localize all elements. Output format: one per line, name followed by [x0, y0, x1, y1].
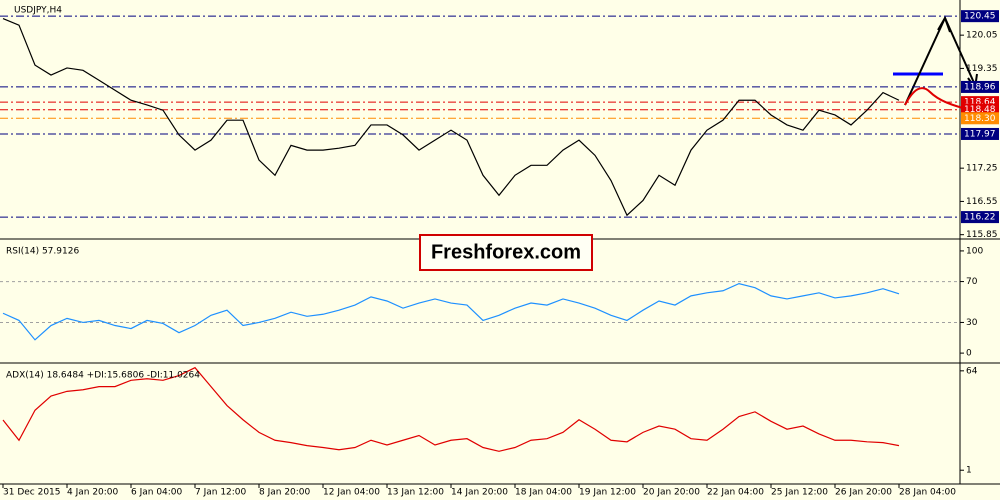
panel-title: USDJPY,H4: [14, 6, 62, 16]
x-tick-label: 20 Jan 20:00: [643, 488, 700, 498]
y-tick-label: 115.85: [966, 230, 998, 240]
level-label: 118.64: [964, 98, 996, 108]
y-tick-label: 116.55: [966, 197, 998, 207]
x-tick-label: 13 Jan 12:00: [387, 488, 444, 498]
x-tick-label: 28 Jan 04:00: [899, 488, 956, 498]
level-label: 118.48: [964, 105, 996, 115]
level-label: 118.30: [964, 114, 996, 124]
series-line: [2, 282, 900, 341]
level-label-bg: [961, 127, 999, 140]
x-tick-label: 12 Jan 04:00: [323, 488, 380, 498]
arrow-head: [937, 15, 951, 33]
level-label-bg: [961, 80, 999, 93]
y-tick-label: 100: [966, 246, 983, 256]
level-label: 120.45: [964, 12, 996, 22]
y-tick-label: 64: [966, 366, 978, 376]
x-tick-label: 7 Jan 12:00: [195, 488, 247, 498]
level-label: 117.97: [964, 129, 996, 139]
x-tick-label: 8 Jan 20:00: [259, 488, 311, 498]
y-tick-label: 119.35: [966, 64, 998, 74]
x-tick-label: 26 Jan 20:00: [835, 488, 892, 498]
y-tick-label: 117.25: [966, 164, 998, 174]
level-label-bg: [961, 112, 999, 125]
level-label-bg: [961, 211, 999, 224]
y-tick-label: 120.05: [966, 31, 998, 41]
watermark-box: [419, 234, 593, 271]
level-label: 118.96: [964, 82, 996, 92]
series-line: [2, 17, 900, 217]
y-tick-label: 70: [966, 277, 978, 287]
x-tick-label: 22 Jan 04:00: [707, 488, 764, 498]
drawn-arrow: [904, 87, 973, 111]
y-tick-label: 1: [966, 466, 972, 476]
x-tick-label: 31 Dec 2015: [3, 488, 61, 498]
series-line: [2, 366, 900, 452]
watermark: Freshforex.com: [431, 241, 581, 263]
level-label: 116.22: [964, 213, 996, 223]
x-tick-label: 14 Jan 20:00: [451, 488, 508, 498]
x-tick-label: 4 Jan 20:00: [67, 488, 119, 498]
x-tick-label: 25 Jan 12:00: [771, 488, 828, 498]
level-label-bg: [961, 10, 999, 23]
y-tick-label: 30: [966, 318, 978, 328]
x-tick-label: 6 Jan 04:00: [131, 488, 183, 498]
panel-title: ADX(14) 18.6484 +DI:15.6806 -DI:11.0264: [6, 371, 200, 381]
x-tick-label: 18 Jan 04:00: [515, 488, 572, 498]
panel-title: RSI(14) 57.9126: [6, 247, 79, 257]
x-tick-label: 19 Jan 12:00: [579, 488, 636, 498]
y-tick-label: 0: [966, 349, 972, 359]
